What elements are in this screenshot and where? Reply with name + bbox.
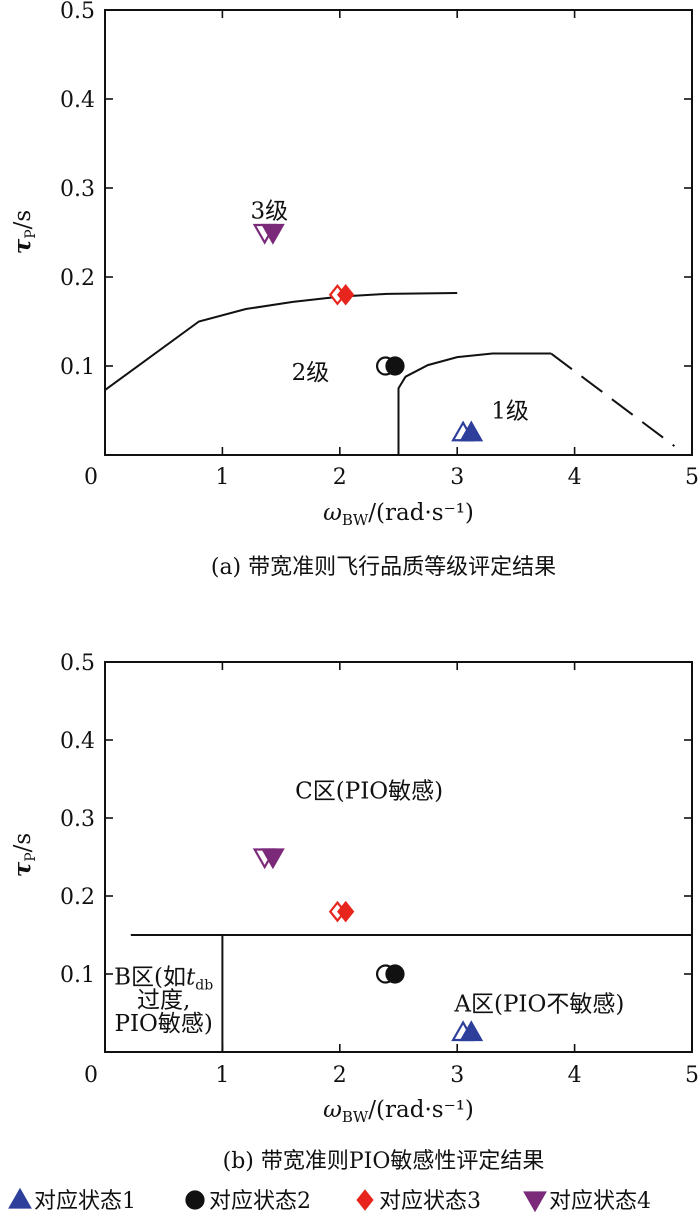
legend-label: 对应状态2 xyxy=(209,1189,311,1214)
x-tick-label: 2 xyxy=(333,1063,347,1088)
series-3 xyxy=(328,284,355,306)
legend-marker xyxy=(185,1190,205,1210)
data-point xyxy=(260,223,285,245)
legend-marker xyxy=(8,1187,32,1209)
legend: 对应状态1 对应状态2 对应状态3 对应状态4 xyxy=(8,1187,651,1214)
legend-item: 对应状态1 xyxy=(8,1187,136,1214)
data-point xyxy=(385,964,405,984)
x-axis-label: ωBW/(rad·s⁻¹) xyxy=(323,500,474,529)
x-tick-label: 3 xyxy=(450,1063,464,1088)
legend-label: 对应状态4 xyxy=(549,1189,651,1214)
figure-caption: (a) 带宽准则飞行品质等级评定结果 xyxy=(211,555,556,580)
y-tick-label: 0.2 xyxy=(60,266,95,291)
series-1 xyxy=(451,1020,484,1042)
x-tick-label: 2 xyxy=(333,465,347,490)
x-tick-label: 5 xyxy=(685,465,699,490)
data-point xyxy=(337,284,355,306)
x-tick-label: 0 xyxy=(84,1063,98,1088)
region-label: 3级 xyxy=(251,198,289,224)
y-tick-label: 0.4 xyxy=(60,729,95,754)
data-point xyxy=(385,356,405,376)
y-tick-label: 0.1 xyxy=(60,355,95,380)
legend-marker xyxy=(523,1191,547,1213)
x-tick-label: 0 xyxy=(84,465,98,490)
x-tick-label: 3 xyxy=(450,465,464,490)
legend-item: 对应状态4 xyxy=(523,1189,651,1214)
x-tick-label: 4 xyxy=(568,465,582,490)
legend-label: 对应状态3 xyxy=(379,1189,481,1214)
legend-label: 对应状态1 xyxy=(34,1189,136,1214)
y-tick-label: 0.1 xyxy=(60,963,95,988)
boundary-line-1 xyxy=(397,352,552,455)
boundary-line-0 xyxy=(104,292,458,391)
region-label: C区(PIO敏感) xyxy=(295,779,443,805)
x-axis-label: ωBW/(rad·s⁻¹) xyxy=(323,1097,474,1126)
legend-item: 对应状态3 xyxy=(356,1189,481,1214)
region-label: 过度, xyxy=(137,988,190,1014)
y-tick-label: 0.3 xyxy=(60,807,95,832)
x-tick-label: 1 xyxy=(215,465,229,490)
region-label: 1级 xyxy=(491,399,529,425)
data-point xyxy=(260,848,285,870)
x-tick-label: 4 xyxy=(568,1063,582,1088)
region-label: A区(PIO不敏感) xyxy=(453,992,624,1018)
y-axis-label: τP/s xyxy=(9,833,39,877)
chart-panel-a: 0 1 2 3 4 5 0.1 0.2 0.3 0.4 0.5 ωBW/(rad·s⁻¹) τP/s 3级… xyxy=(9,0,699,580)
y-tick-label: 0.2 xyxy=(60,885,95,910)
boundary-line-2 xyxy=(550,352,675,447)
data-point xyxy=(459,420,484,442)
data-point xyxy=(459,1020,484,1042)
x-tick-label: 1 xyxy=(215,1063,229,1088)
region-label: 2级 xyxy=(292,360,330,386)
legend-item: 对应状态2 xyxy=(185,1189,311,1214)
series-2 xyxy=(375,964,405,984)
legend-marker xyxy=(356,1189,374,1211)
region-label: B区(如tdb xyxy=(114,964,213,993)
series-4 xyxy=(252,223,285,245)
series-1 xyxy=(451,420,484,442)
y-tick-label: 0.5 xyxy=(60,0,95,24)
y-tick-label: 0.4 xyxy=(60,88,95,113)
x-tick-label: 5 xyxy=(685,1063,699,1088)
chart-panel-b: 0 1 2 3 4 5 0.1 0.2 0.3 0.4 0.5 ωBW/(rad·s⁻¹) τP/s C区… xyxy=(9,651,699,1174)
plot-frame xyxy=(104,661,693,1053)
y-axis-label: τP/s xyxy=(9,210,39,254)
series-3 xyxy=(328,900,355,923)
y-tick-label: 0.3 xyxy=(60,177,95,202)
region-label: PIO敏感) xyxy=(115,1011,213,1037)
series-4 xyxy=(252,848,285,870)
data-point xyxy=(337,900,355,923)
series-2 xyxy=(375,356,405,376)
figure-caption: (b) 带宽准则PIO敏感性评定结果 xyxy=(223,1149,545,1174)
y-tick-label: 0.5 xyxy=(60,651,95,676)
